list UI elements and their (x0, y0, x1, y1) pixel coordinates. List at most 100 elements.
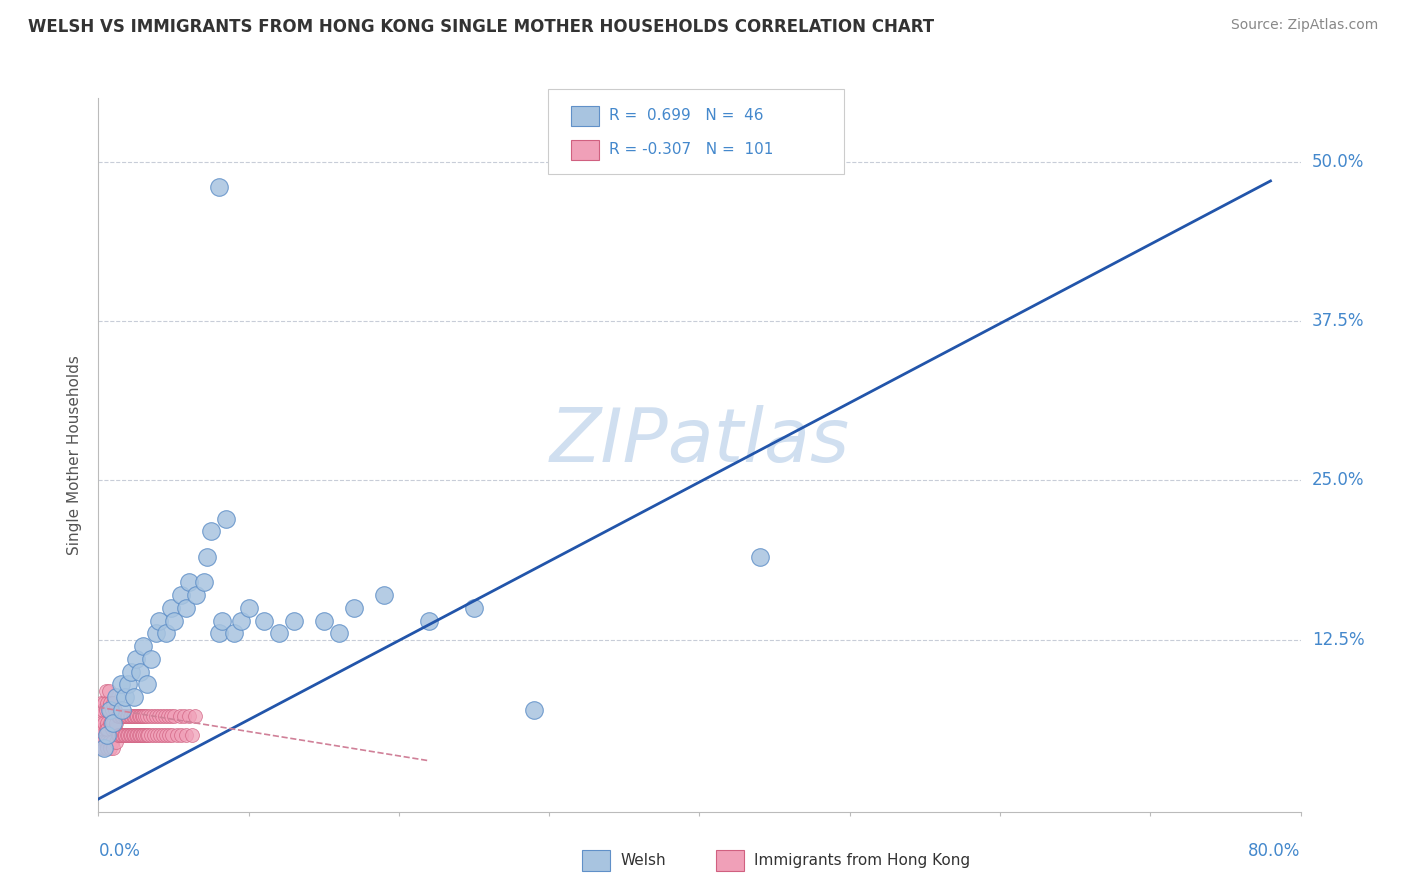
Point (373, 588, 395, 602)
Point (114, 728, 136, 742)
Point (523, 703, 546, 717)
Point (117, 728, 139, 742)
Point (131, 709, 153, 723)
Point (101, 703, 124, 717)
Point (89, 709, 111, 723)
Point (93, 697, 115, 711)
Point (121, 728, 143, 742)
Point (155, 728, 177, 742)
Point (180, 728, 202, 742)
Point (107, 709, 129, 723)
Text: 80.0%: 80.0% (1249, 842, 1301, 860)
Point (132, 639, 155, 653)
Text: 0.0%: 0.0% (98, 842, 141, 860)
Point (166, 728, 188, 742)
Point (132, 709, 155, 723)
Point (114, 690, 136, 704)
Point (157, 728, 180, 742)
Point (115, 728, 138, 742)
Point (104, 722, 127, 736)
Point (143, 728, 166, 742)
Point (96, 741, 118, 756)
Text: 25.0%: 25.0% (1312, 471, 1364, 490)
Point (139, 728, 162, 742)
Text: Source: ZipAtlas.com: Source: ZipAtlas.com (1230, 18, 1378, 32)
Point (103, 697, 125, 711)
Point (96, 728, 118, 742)
Point (177, 709, 200, 723)
Point (146, 728, 169, 742)
Point (118, 709, 141, 723)
Point (115, 709, 138, 723)
Point (159, 600, 181, 615)
Point (183, 709, 205, 723)
Point (124, 690, 146, 704)
Point (131, 728, 153, 742)
Point (312, 614, 335, 628)
Point (108, 709, 131, 723)
Point (111, 709, 134, 723)
Point (90, 715, 112, 730)
Point (103, 715, 125, 730)
Point (94, 734, 117, 748)
Point (141, 709, 163, 723)
Point (173, 709, 195, 723)
Text: 12.5%: 12.5% (1312, 631, 1364, 648)
Point (124, 728, 146, 742)
Point (90, 741, 112, 756)
Point (110, 677, 132, 691)
Point (418, 614, 440, 628)
Point (134, 728, 156, 742)
Point (111, 728, 134, 742)
Point (153, 709, 176, 723)
Point (174, 728, 197, 742)
Point (134, 709, 156, 723)
Point (103, 741, 125, 756)
Point (127, 728, 149, 742)
Y-axis label: Single Mother Households: Single Mother Households (67, 355, 83, 555)
Text: ZIPatlas: ZIPatlas (550, 405, 849, 476)
Point (170, 728, 193, 742)
Point (152, 728, 174, 742)
Point (238, 600, 260, 615)
Point (208, 626, 231, 640)
Point (145, 709, 167, 723)
Point (117, 677, 139, 691)
Point (91, 722, 114, 736)
Point (100, 697, 122, 711)
Point (162, 709, 184, 723)
Point (101, 734, 124, 748)
Point (111, 703, 134, 717)
Point (112, 728, 135, 742)
Point (125, 709, 148, 723)
Point (148, 709, 170, 723)
Text: Immigrants from Hong Kong: Immigrants from Hong Kong (754, 854, 970, 868)
Point (121, 709, 143, 723)
Point (184, 588, 207, 602)
Point (155, 626, 177, 640)
Point (94, 722, 117, 736)
Point (97, 683, 120, 698)
Point (122, 728, 145, 742)
Point (177, 575, 200, 590)
Point (94, 683, 117, 698)
Point (267, 626, 290, 640)
Point (195, 549, 218, 564)
Point (127, 709, 149, 723)
Point (148, 614, 170, 628)
Point (125, 652, 148, 666)
Point (156, 709, 179, 723)
Point (96, 697, 118, 711)
Point (222, 626, 245, 640)
Point (125, 728, 148, 742)
Point (135, 728, 157, 742)
Point (132, 728, 155, 742)
Point (128, 709, 150, 723)
Point (748, 549, 770, 564)
Text: R =  0.699   N =  46: R = 0.699 N = 46 (609, 109, 763, 123)
Point (103, 715, 125, 730)
Point (90, 697, 112, 711)
Point (136, 728, 159, 742)
Point (105, 690, 128, 704)
Text: 50.0%: 50.0% (1312, 153, 1364, 171)
